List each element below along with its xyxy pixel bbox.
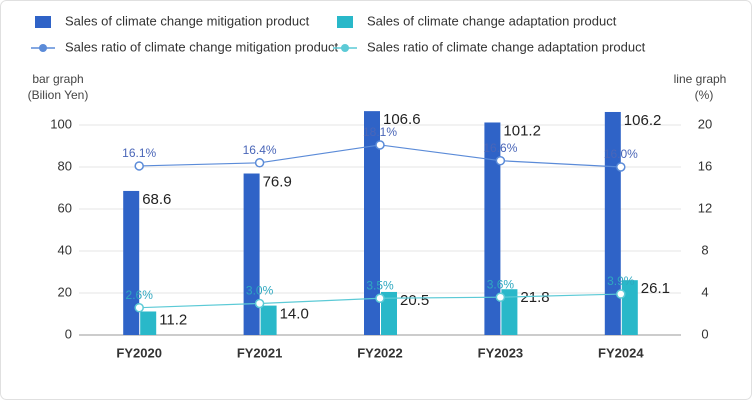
y2-axis-title: (%) <box>695 88 714 102</box>
line-point <box>134 302 144 313</box>
x-tick-label: FY2023 <box>478 345 524 360</box>
bar-value-label: 76.9 <box>263 173 292 190</box>
legend-swatch <box>341 44 349 52</box>
line-value-label: 18.1% <box>363 125 397 139</box>
line-point <box>375 140 385 150</box>
bar <box>484 122 501 335</box>
legend-label: Sales of climate change adaptation produ… <box>367 13 617 28</box>
line-point <box>254 158 265 168</box>
bar-value-label: 26.1 <box>641 280 670 297</box>
line-point <box>495 292 506 302</box>
legend-label: Sales ratio of climate change adaptation… <box>367 39 646 54</box>
line-value-label: 16.0% <box>604 147 638 161</box>
bar-value-label: 106.2 <box>624 112 662 129</box>
bar-value-label: 68.6 <box>142 191 171 208</box>
legend-label: Sales of climate change mitigation produ… <box>65 13 310 28</box>
line-point <box>375 293 385 303</box>
bar-value-label: 14.0 <box>280 306 309 323</box>
line-value-label: 2.6% <box>126 288 154 302</box>
bar-value-label: 101.2 <box>503 122 541 139</box>
x-tick-label: FY2020 <box>116 345 162 360</box>
legend-label: Sales ratio of climate change mitigation… <box>65 39 339 54</box>
bar <box>381 291 397 335</box>
line-point <box>616 162 626 172</box>
x-tick-label: FY2021 <box>237 345 283 360</box>
y2-tick-label: 4 <box>701 284 708 299</box>
x-tick-label: FY2024 <box>598 345 644 360</box>
legend-swatch <box>35 16 51 28</box>
bar-value-label: 11.2 <box>159 311 187 328</box>
x-tick-label: FY2022 <box>357 345 403 360</box>
bar-value-label: 106.6 <box>383 111 421 128</box>
y-tick-label: 100 <box>50 116 72 131</box>
y2-tick-label: 20 <box>698 116 712 131</box>
y-tick-label: 0 <box>65 326 72 341</box>
y-axis-title: (Bilion Yen) <box>28 88 89 102</box>
line-value-label: 16.4% <box>243 143 277 157</box>
line-value-label: 3.5% <box>366 278 394 292</box>
y2-tick-label: 12 <box>698 200 712 215</box>
legend-swatch <box>337 16 353 28</box>
bar-value-label: 20.5 <box>400 292 429 309</box>
line-point <box>495 155 506 166</box>
y-tick-label: 80 <box>58 158 72 173</box>
line-point <box>134 161 144 171</box>
line-point <box>254 298 265 309</box>
line-value-label: 3.9% <box>607 274 635 288</box>
bar <box>604 111 621 335</box>
bar-value-label: 21.8 <box>520 289 549 306</box>
line-value-label: 16.6% <box>483 141 517 155</box>
bar <box>123 190 140 335</box>
line-value-label: 3.6% <box>487 277 515 291</box>
legend-swatch <box>39 44 47 52</box>
y-tick-label: 40 <box>58 242 72 257</box>
bar <box>621 280 638 335</box>
bar <box>364 111 380 335</box>
line-value-label: 3.0% <box>246 284 274 298</box>
y2-tick-label: 0 <box>701 326 708 341</box>
bar <box>243 173 260 335</box>
line-point <box>616 289 626 299</box>
bar <box>260 305 277 335</box>
bar <box>501 289 518 335</box>
y-tick-label: 20 <box>58 284 72 299</box>
y2-axis-title: line graph <box>674 72 727 86</box>
y2-tick-label: 16 <box>698 158 712 173</box>
y-axis-title: bar graph <box>32 72 83 86</box>
y2-tick-label: 8 <box>701 242 708 257</box>
bar <box>140 311 157 335</box>
line-value-label: 16.1% <box>122 146 156 160</box>
y-tick-label: 60 <box>58 200 72 215</box>
